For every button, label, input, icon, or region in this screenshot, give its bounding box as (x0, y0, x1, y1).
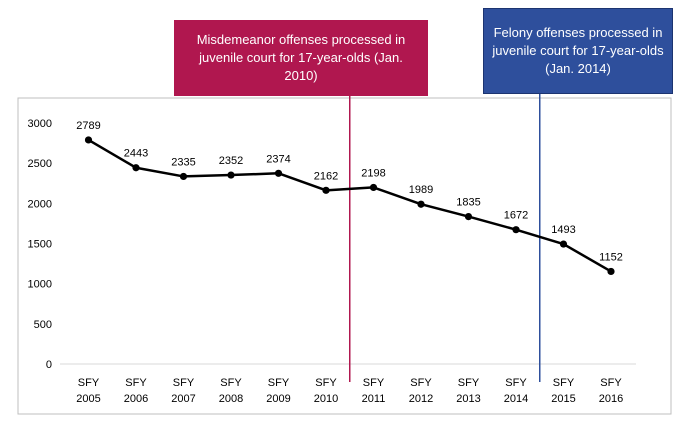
y-tick-label: 1500 (28, 239, 52, 251)
x-tick-label: SFY 2012 (409, 377, 433, 405)
data-point (274, 169, 283, 177)
data-label: 1672 (504, 210, 528, 222)
series-line (87, 138, 612, 273)
felony-callout: Felony offenses processed in juvenile co… (483, 8, 673, 94)
data-label: 2162 (314, 170, 338, 182)
data-point (227, 171, 235, 179)
x-tick-label: SFY 2014 (504, 377, 528, 405)
y-tick-label: 3000 (28, 118, 52, 130)
data-point (369, 183, 378, 192)
data-label: 2352 (219, 155, 243, 167)
data-label: 2374 (266, 153, 290, 165)
x-tick-label: SFY 2016 (599, 377, 623, 405)
data-label: 2789 (76, 120, 100, 132)
data-label: 2443 (124, 148, 148, 160)
x-tick-label: SFY 2009 (266, 377, 290, 405)
y-tick-label: 1000 (28, 279, 52, 291)
data-point (512, 226, 520, 234)
data-point (132, 164, 140, 172)
data-label: 1835 (456, 197, 480, 209)
x-tick-label: SFY 2010 (314, 377, 338, 405)
annotation-lines (349, 94, 541, 382)
misdemeanor-callout-text: Misdemeanor offenses processed in juveni… (196, 32, 406, 83)
data-point (464, 212, 473, 221)
x-tick-label: SFY 2015 (551, 377, 575, 405)
data-label: 1493 (551, 224, 575, 236)
x-tick-label: SFY 2011 (362, 377, 386, 405)
data-point (179, 172, 188, 181)
data-labels: 2789 2443 2335 2352 2374 2162 2198 1989 1835 1672… (76, 120, 623, 264)
data-label: 2198 (361, 167, 385, 179)
x-tick-labels: SFY 2005 SFY 2006 SFY 2007 SFY 2008 SFY 2009 SFY 20… (76, 377, 623, 405)
plot-frame (17, 97, 672, 415)
data-point (607, 267, 615, 276)
x-tick-label: SFY 2005 (76, 377, 100, 405)
y-tick-label: 2000 (28, 198, 52, 210)
data-point (84, 136, 93, 144)
data-label: 2335 (171, 156, 195, 168)
data-label: 1989 (409, 184, 433, 196)
data-points (84, 136, 615, 276)
x-tick-label: SFY 2006 (124, 377, 148, 405)
data-point (322, 186, 330, 194)
y-tick-label: 0 (46, 359, 52, 371)
felony-callout-text: Felony offenses processed in juvenile co… (492, 25, 664, 76)
misdemeanor-callout: Misdemeanor offenses processed in juveni… (174, 20, 428, 96)
data-point (417, 200, 425, 208)
y-tick-labels: 0 500 1000 1500 2000 2500 3000 (28, 118, 52, 371)
x-tick-label: SFY 2008 (219, 377, 243, 405)
data-point (559, 240, 568, 248)
y-tick-label: 2500 (28, 158, 52, 170)
x-tick-label: SFY 2013 (456, 377, 480, 405)
data-label: 1152 (599, 251, 623, 263)
x-tick-label: SFY 2007 (171, 377, 195, 405)
y-tick-label: 500 (34, 319, 52, 331)
